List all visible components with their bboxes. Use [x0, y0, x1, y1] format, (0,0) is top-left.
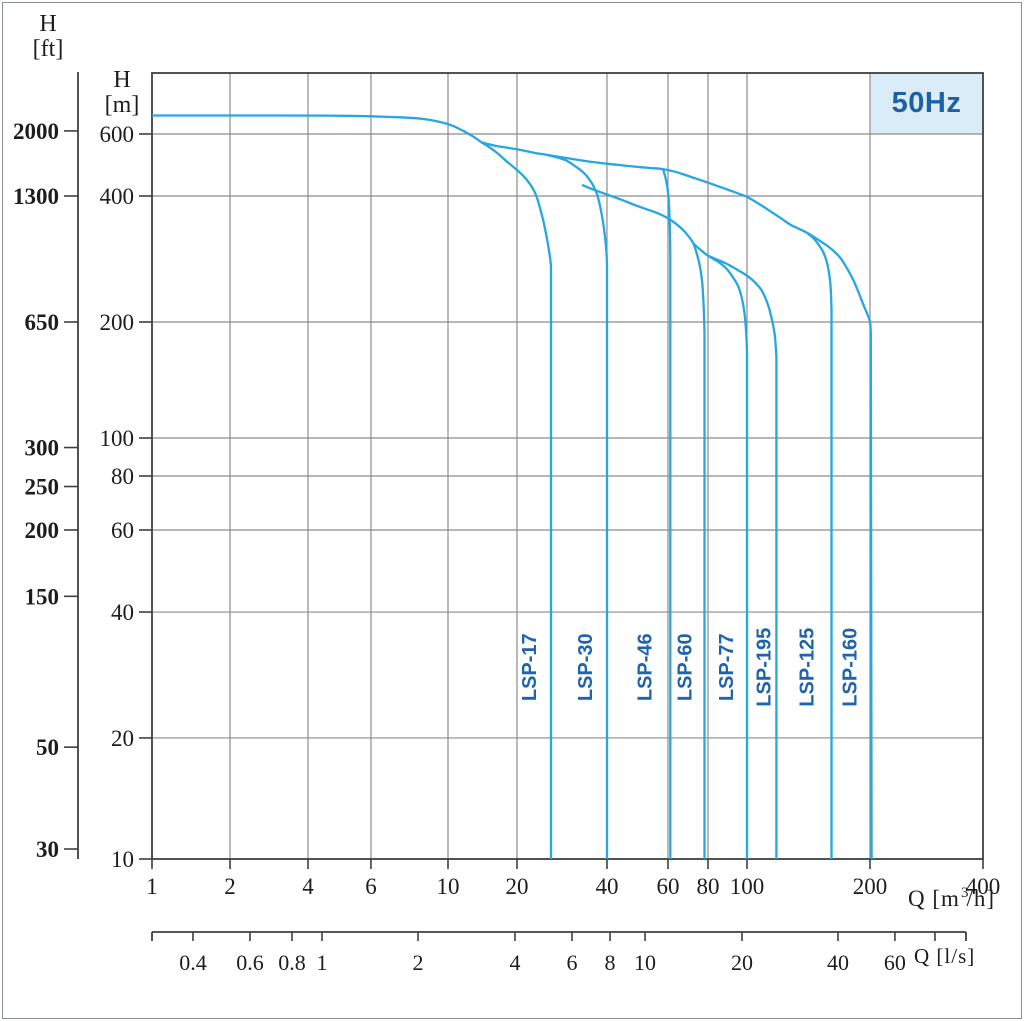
q-m3h-label-10: 10	[437, 874, 460, 899]
q-ls-label-0.4: 0.4	[179, 950, 207, 975]
q-ls-label-1: 1	[317, 950, 328, 975]
frequency-badge: 50Hz	[891, 87, 962, 119]
q-m3h-label-1: 1	[146, 874, 158, 899]
ft-axis-label-200: 200	[25, 518, 60, 543]
ft-axis-label-300: 300	[25, 436, 60, 461]
plot-border	[151, 72, 984, 860]
ft-axis-label-50: 50	[36, 735, 59, 760]
ft-axis-label-650: 650	[25, 310, 60, 335]
q-m3h-label-100: 100	[730, 874, 765, 899]
ft-axis-title: H [ft]	[16, 12, 80, 62]
m-axis-label-80: 80	[111, 464, 134, 489]
ft-axis-title-symbol: H	[39, 11, 57, 37]
q-m3h-label-2: 2	[224, 874, 236, 899]
series-label-lsp-160: LSP-160	[840, 628, 862, 707]
series-label-lsp-125: LSP-125	[796, 628, 818, 707]
m-axis-title-symbol: H	[113, 67, 131, 93]
q-m3h-pre: Q [m	[908, 886, 960, 911]
m-axis-label-20: 20	[111, 726, 134, 751]
m-axis-title: H [m]	[90, 68, 154, 118]
ft-axis-title-unit: [ft]	[32, 36, 64, 62]
series-label-lsp-60: LSP-60	[674, 633, 696, 701]
q-m3h-label-40: 40	[595, 874, 618, 899]
q-ls-label-8: 8	[605, 950, 616, 975]
curve-lsp-60	[581, 183, 706, 859]
curve-lsp-125	[805, 231, 833, 859]
series-label-lsp-30: LSP-30	[575, 633, 597, 701]
m-axis-label-200: 200	[100, 310, 135, 335]
curve-lsp-195	[707, 254, 778, 859]
q-m3h-sup: 3	[960, 885, 970, 901]
q-m3h-label-4: 4	[302, 874, 314, 899]
q-ls-label-40: 40	[827, 950, 849, 975]
m-axis-label-10: 10	[111, 847, 134, 872]
q-m3h-label-400: 400	[966, 874, 1001, 899]
series-label-lsp-77: LSP-77	[716, 633, 738, 701]
m-axis-title-unit: [m]	[104, 92, 140, 118]
curve-lsp-160	[545, 153, 873, 860]
q-m3h-label-200: 200	[853, 874, 888, 899]
ft-axis-label-2000: 2000	[13, 119, 59, 144]
m-axis-label-60: 60	[111, 518, 134, 543]
series-label-lsp-46: LSP-46	[634, 633, 656, 701]
q-m3h-label-80: 80	[697, 874, 720, 899]
curve-lsp-77	[692, 242, 749, 859]
x-axis-title-ls: Q [l/s]	[914, 944, 976, 968]
m-axis-label-100: 100	[100, 426, 135, 451]
q-ls-label-4: 4	[509, 950, 520, 975]
series-label-lsp-195: LSP-195	[753, 628, 775, 707]
m-axis-label-40: 40	[111, 600, 134, 625]
q-ls-label-0.8: 0.8	[278, 950, 306, 975]
frequency-badge-cell	[869, 73, 983, 134]
ft-axis-label-150: 150	[25, 584, 60, 609]
q-ls-label-60: 60	[884, 950, 906, 975]
q-m3h-label-60: 60	[656, 874, 679, 899]
q-ls-label-20: 20	[731, 950, 753, 975]
x-axis-title-m3h: Q [m3/h]	[845, 885, 995, 912]
ft-axis-label-30: 30	[36, 837, 59, 862]
curve-lsp-46	[661, 168, 672, 859]
m-axis-label-400: 400	[100, 184, 135, 209]
q-ls-label-6: 6	[566, 950, 577, 975]
m-axis-label-600: 600	[100, 122, 135, 147]
q-ls-label-10: 10	[634, 950, 656, 975]
curve-lsp-17	[152, 114, 553, 859]
q-m3h-label-6: 6	[365, 874, 377, 899]
ft-axis-label-250: 250	[25, 475, 60, 500]
series-label-lsp-17: LSP-17	[519, 633, 541, 701]
q-m3h-post: /h]	[966, 886, 995, 911]
curve-lsp-30	[481, 141, 609, 859]
q-ls-label-0.6: 0.6	[236, 950, 264, 975]
q-m3h-label-20: 20	[505, 874, 528, 899]
q-ls-label-2: 2	[413, 950, 424, 975]
ft-axis-label-1300: 1300	[13, 184, 59, 209]
